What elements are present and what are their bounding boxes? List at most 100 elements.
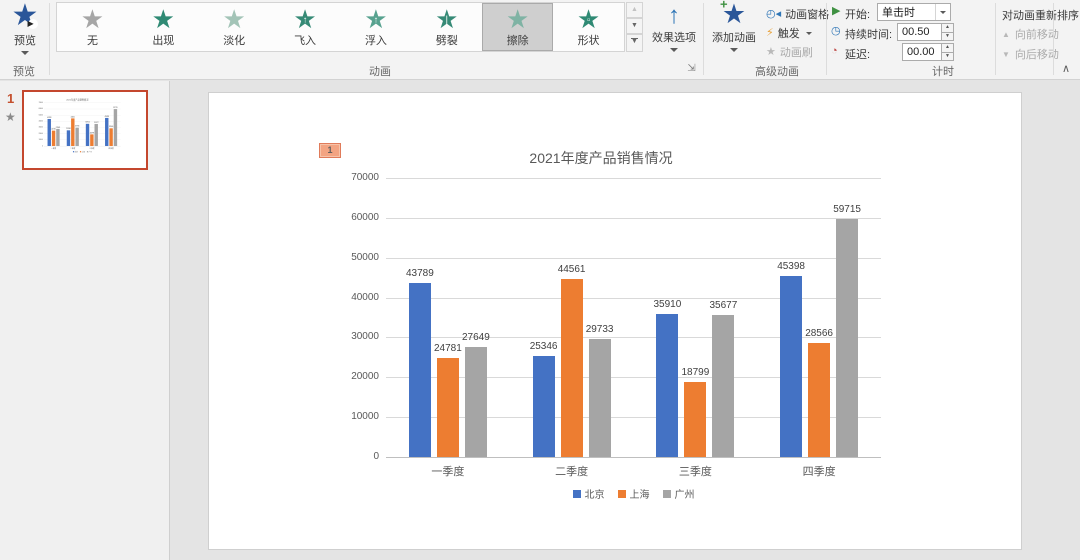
animation-appear-button[interactable]: ★ 出现 — [128, 3, 199, 51]
bar-北京-四季度[interactable] — [105, 117, 109, 146]
delay-spinner[interactable]: ▲ ▼ — [942, 43, 954, 61]
bar-上海-四季度[interactable] — [109, 128, 113, 146]
legend-swatch-icon — [662, 489, 671, 498]
slide-thumbnail[interactable]: 2021年度产品销售情况 0 10000 20000 30000 40000 50000 60… — [22, 90, 148, 170]
trigger-button[interactable]: ⚡ 触发 — [766, 25, 812, 41]
animation-shape-label: 形状 — [577, 35, 600, 47]
delay-label: 延迟: — [845, 49, 871, 61]
start-value: 单击时 — [882, 7, 915, 19]
bar-上海-三季度[interactable] — [90, 134, 94, 146]
duration-value: 00.50 — [902, 26, 930, 38]
preview-button[interactable]: ★ ▶ 预览 — [2, 1, 48, 61]
group-divider — [826, 3, 827, 75]
x-axis-category-label: 四季度 — [802, 466, 836, 478]
gallery-more-button[interactable]: ▼ — [626, 34, 643, 52]
add-animation-label: 添加动画 — [712, 32, 756, 44]
preview-button-label: 预览 — [14, 35, 36, 47]
bar-广州-二季度[interactable] — [588, 338, 611, 457]
duration-input[interactable]: 00.50 — [897, 23, 942, 41]
mini-chart-canvas: 2021年度产品销售情况 0 10000 20000 30000 40000 50000 60… — [37, 97, 124, 154]
animation-wipe-button[interactable]: ★ 擦除 — [482, 3, 554, 51]
animation-fly-in-label: 飞入 — [294, 35, 317, 47]
slide-number: 1 — [7, 91, 15, 106]
bar-上海-二季度[interactable] — [71, 118, 75, 146]
bar-上海-一季度[interactable] — [436, 358, 459, 457]
legend-item: 广州 — [662, 486, 695, 501]
group-divider — [49, 3, 50, 75]
animation-none-button[interactable]: ★ 无 — [57, 3, 128, 51]
duration-spinner[interactable]: ▲ ▼ — [942, 23, 954, 41]
triangle-up-icon: ▲ — [1002, 29, 1010, 39]
preview-group-label: 预览 — [13, 66, 35, 78]
move-earlier-button[interactable]: ▲ 向前移动 — [1002, 26, 1059, 42]
x-axis-category-label: 一季度 — [51, 147, 57, 150]
y-axis-tick-label: 10000 — [38, 138, 43, 141]
bar-广州-四季度[interactable] — [836, 219, 859, 457]
y-axis-tick-label: 20000 — [38, 132, 43, 135]
bar-上海-二季度[interactable] — [560, 279, 583, 457]
advanced-animation-group-label: 高级动画 — [755, 66, 799, 78]
gridline — [386, 297, 881, 299]
y-axis-tick-label: 70000 — [351, 172, 379, 183]
x-axis-category-label: 三季度 — [678, 466, 712, 478]
bar-上海-三季度[interactable] — [684, 382, 707, 457]
start-dropdown[interactable]: 单击时 — [877, 3, 951, 21]
slide[interactable]: 1 2021年度产品销售情况 0 10000 20000 30000 40000 50000… — [208, 92, 1022, 550]
gallery-scroll-up-button[interactable]: ▲ — [626, 2, 643, 18]
data-label: 45398 — [104, 115, 109, 118]
animation-pane-button[interactable]: ◴◂ 动画窗格 — [766, 6, 829, 22]
delay-input[interactable]: 00.00 — [902, 43, 942, 61]
legend-swatch-icon — [572, 489, 581, 498]
none-star-icon: ★ — [80, 4, 105, 34]
bar-上海-四季度[interactable] — [808, 343, 831, 457]
data-label: 24781 — [51, 128, 56, 131]
move-later-button[interactable]: ▼ 向后移动 — [1002, 46, 1059, 62]
animation-float-in-button[interactable]: ★ ↑ 浮入 — [341, 3, 412, 51]
data-label: 35910 — [653, 298, 682, 310]
bar-北京-一季度[interactable] — [47, 118, 51, 146]
data-label: 28566 — [108, 125, 114, 128]
legend-swatch-icon — [86, 151, 89, 153]
bar-北京-一季度[interactable] — [408, 282, 431, 457]
bar-北京-二季度[interactable] — [532, 356, 555, 457]
x-axis-line — [386, 457, 881, 458]
bar-北京-四季度[interactable] — [780, 276, 803, 457]
bar-广州-四季度[interactable] — [113, 109, 118, 146]
legend-item: 上海 — [617, 486, 650, 501]
bar-广州-一季度[interactable] — [464, 346, 487, 457]
y-axis-tick-label: 50000 — [351, 251, 379, 263]
bar-上海-一季度[interactable] — [51, 130, 56, 146]
bar-广州-二季度[interactable] — [75, 127, 79, 146]
triangle-down-icon: ▼ — [1002, 49, 1010, 59]
bar-广州-一季度[interactable] — [56, 128, 60, 146]
move-earlier-label: 向前移动 — [1014, 29, 1059, 41]
bar-广州-三季度[interactable] — [94, 123, 98, 146]
gridline — [386, 178, 881, 179]
chevron-down-icon[interactable] — [935, 4, 950, 20]
x-axis-category-label: 二季度 — [70, 147, 76, 150]
effect-options-button[interactable]: ↑ 效果选项 — [645, 1, 703, 61]
animation-dialog-launcher-icon[interactable]: ⇲ — [687, 63, 696, 74]
animation-painter-button[interactable]: ★ 动画刷 — [766, 44, 813, 60]
animation-shape-button[interactable]: ★ ▫ 形状 — [553, 3, 624, 51]
animation-order-badge[interactable]: 1 — [319, 143, 341, 158]
fly-in-star-icon: ★ ↑ — [293, 4, 317, 34]
float-in-star-icon: ★ ↑ — [364, 4, 388, 34]
animation-painter-icon: ★ — [766, 45, 776, 58]
add-animation-button[interactable]: ★ + 添加动画 — [707, 0, 761, 61]
bar-广州-三季度[interactable] — [712, 314, 735, 457]
data-label: 24781 — [433, 343, 462, 355]
bar-北京-二季度[interactable] — [66, 130, 71, 146]
data-label: 29733 — [585, 323, 614, 335]
y-axis-tick-label: 60000 — [38, 107, 43, 110]
bar-北京-三季度[interactable] — [85, 123, 90, 146]
gallery-scroll-down-button[interactable]: ▼ — [626, 18, 643, 34]
y-axis-tick-label: 40000 — [38, 120, 43, 123]
bar-北京-三季度[interactable] — [656, 313, 679, 457]
collapse-ribbon-button[interactable]: ∧ — [1061, 63, 1071, 75]
animation-fly-in-button[interactable]: ★ ↑ 飞入 — [270, 3, 341, 51]
timing-group-label: 计时 — [932, 66, 954, 78]
sales-bar-chart[interactable]: 2021年度产品销售情况 0 10000 20000 30000 40000 50000 60… — [341, 141, 901, 511]
animation-split-button[interactable]: ★ ❘ 劈裂 — [411, 3, 482, 51]
animation-fade-button[interactable]: ★ 淡化 — [199, 3, 270, 51]
